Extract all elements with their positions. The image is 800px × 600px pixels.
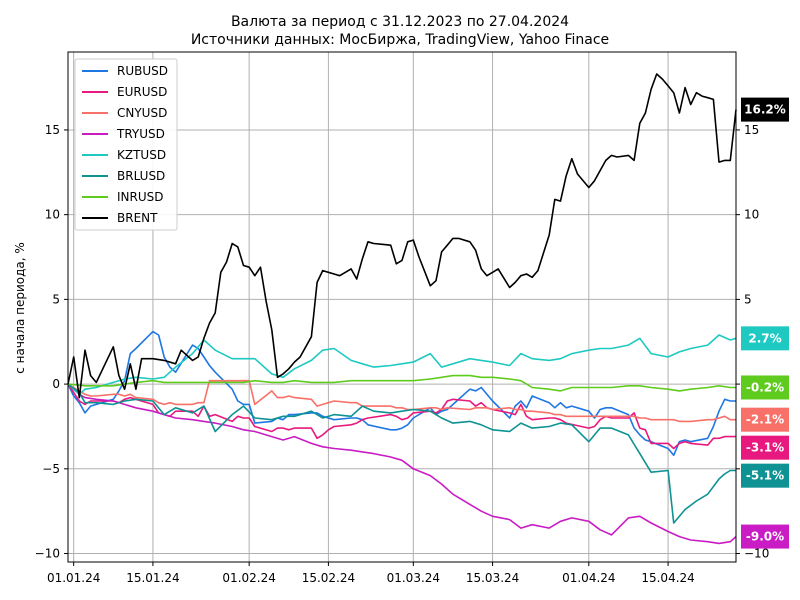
legend-entry: KZTUSD [117, 148, 166, 162]
end-label-box [741, 524, 789, 549]
x-tick-label: 15.03.24 [466, 571, 519, 585]
y-tick-label-left: −10 [35, 547, 60, 561]
end-label-box [741, 97, 789, 122]
end-label-box [741, 375, 789, 400]
y-tick-label-left: 5 [52, 292, 60, 306]
legend-entry: CNYUSD [117, 106, 167, 120]
y-tick-label-right: 10 [744, 208, 759, 222]
y-tick-label-left: −5 [42, 462, 60, 476]
grid-lines [68, 52, 736, 562]
end-label-text: -5.1% [746, 469, 784, 483]
end-label-text: -2.1% [746, 413, 784, 427]
x-tick-label: 15.04.24 [641, 571, 694, 585]
legend-entry: INRUSD [117, 190, 164, 204]
series-lines [67, 73, 737, 545]
y-tick-label-right: −10 [744, 547, 769, 561]
series-line-eurusd [67, 383, 736, 450]
legend-entry: BRENT [117, 211, 158, 225]
series-line-rubusd [67, 330, 736, 457]
legend-entry: RUBUSD [117, 64, 168, 78]
end-value-labels: 16.2% 2.7% -0.2% -2.1% -3.1% -5.1% -9.0% [741, 97, 789, 549]
end-label-box [741, 407, 789, 432]
legend: RUBUSD EURUSD CNYUSD TRYUSD KZTUSD BRLUSD INRU… [74, 58, 178, 231]
y-axis-label: с начала периода, % [13, 242, 27, 374]
x-tick-label: 01.01.24 [47, 571, 100, 585]
series-line-kztusd [67, 334, 737, 396]
end-label-text: 16.2% [744, 103, 786, 117]
chart-title: Валюта за период с 31.12.2023 по 27.04.2… [231, 14, 569, 30]
end-label-box [741, 435, 789, 460]
end-label-text: 2.7% [748, 331, 781, 345]
series-line-tryusd [67, 383, 737, 545]
legend-box [74, 58, 178, 231]
end-label-text: -9.0% [746, 530, 784, 544]
series-line-inrusd [67, 374, 736, 392]
legend-entry: EURUSD [117, 85, 167, 99]
legend-entry: BRLUSD [117, 169, 165, 183]
y-tick-label-right: 15 [744, 123, 759, 137]
x-tick-label: 01.02.24 [222, 571, 275, 585]
chart-subtitle: Источники данных: МосБиржа, TradingView,… [191, 32, 609, 48]
x-tick-label: 01.04.24 [562, 571, 615, 585]
y-tick-label-left: 10 [45, 208, 60, 222]
x-tick-label: 15.01.24 [126, 571, 179, 585]
plot-frame [67, 51, 737, 563]
series-line-brent [67, 73, 737, 399]
end-label-text: -0.2% [746, 380, 784, 394]
series-line-cnyusd [67, 379, 736, 423]
end-label-text: -3.1% [746, 441, 784, 455]
legend-entry: TRYUSD [116, 127, 165, 141]
y-tick-label-right: 5 [744, 292, 752, 306]
x-tick-label: 01.03.24 [387, 571, 440, 585]
x-tick-label: 15.02.24 [302, 571, 355, 585]
y-tick-label-left: 0 [52, 377, 60, 391]
end-label-box [741, 326, 789, 351]
axis-ticks: 01.01.24 15.01.24 01.02.24 15.02.24 01.03.24… [35, 123, 770, 585]
y-tick-label-left: 15 [45, 123, 60, 137]
end-label-box [741, 463, 789, 488]
series-line-brlusd [67, 383, 736, 524]
